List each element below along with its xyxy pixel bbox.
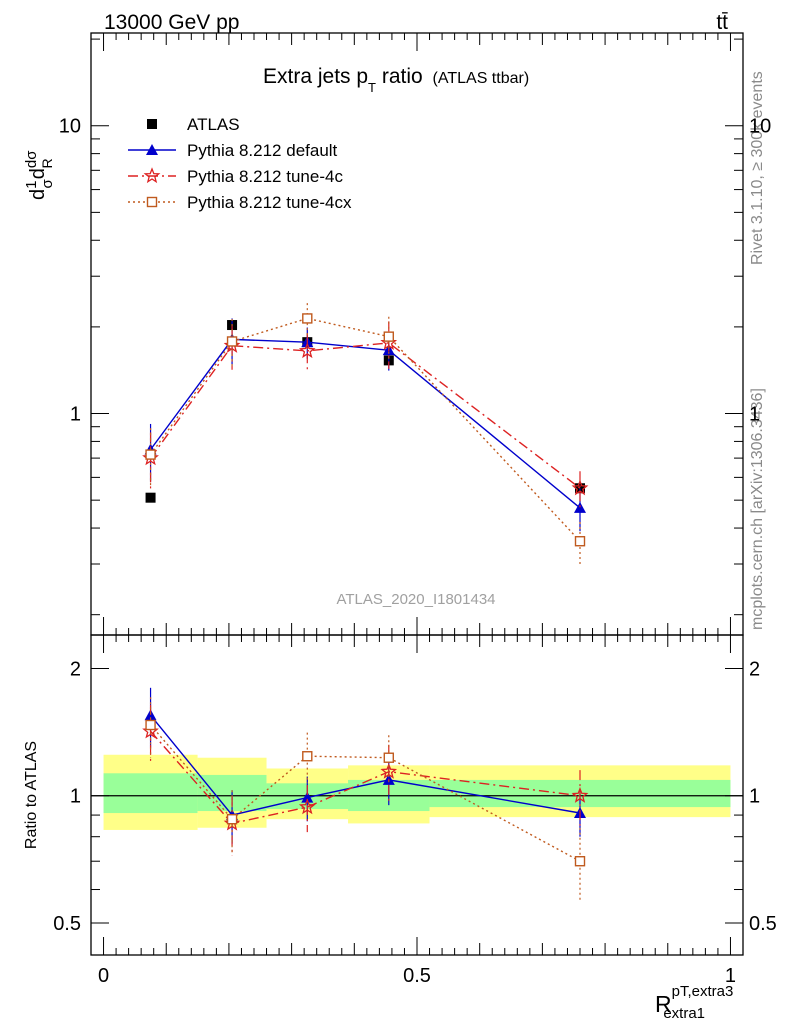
ratio-default-point <box>301 791 314 803</box>
default-point <box>574 501 586 513</box>
header-right: tt̄ <box>716 11 728 34</box>
tune4cx-point <box>145 449 156 460</box>
series-default <box>144 318 586 532</box>
ratio-tune4cx-point <box>383 752 394 763</box>
main-y-label: d1σddσR <box>23 150 56 200</box>
ratio-xtick-label: 0 <box>98 965 109 987</box>
chart-title-note: (ATLAS ttbar) <box>433 70 530 87</box>
legend-label-tune4cx: Pythia 8.212 tune-4cx <box>187 193 352 212</box>
legend-marker-atlas <box>147 119 157 129</box>
ratio-tune4cx-point <box>302 751 313 762</box>
watermark: ATLAS_2020_I1801434 <box>336 591 495 608</box>
chart-title-rest: ratio <box>376 65 423 88</box>
tune4c-line <box>150 342 581 489</box>
chart-title-main: Extra jets p <box>263 65 368 88</box>
atlas-point <box>145 492 156 503</box>
series-tune4c <box>142 321 589 508</box>
mcplots-label: mcplots.cern.ch [arXiv:1306.3436] <box>749 388 766 630</box>
ratio-xtick-label: 1 <box>725 965 736 987</box>
series-tune4cx <box>145 303 586 565</box>
chart-title: Extra jets pT ratio (ATLAS ttbar) <box>263 65 529 95</box>
tune4c-point <box>571 479 589 496</box>
tune4c-point <box>298 342 316 359</box>
main-ytick-label-right: 1 <box>749 404 760 426</box>
ratio-ytick-label: 0.5 <box>53 913 81 935</box>
main-ytick-label: 1 <box>70 404 81 426</box>
ratio-tune4cx-point <box>574 856 586 867</box>
ratio-y-label: Ratio to ATLAS <box>23 741 40 849</box>
rivet-label: Rivet 3.1.10, ≥ 300k events <box>749 71 766 265</box>
svg-text:d1σddσR: d1σddσR <box>23 150 56 200</box>
ratio-band-inner <box>103 773 198 814</box>
ratio-ytick-label-right: 0.5 <box>749 913 777 935</box>
ratio-tune4cx-line <box>150 724 581 862</box>
x-axis-label: RpT,extra3 extra1 <box>655 983 733 1022</box>
legend-marker-tune4c <box>143 167 161 184</box>
ratio-series-tune4cx <box>145 697 586 903</box>
ratio-tune4c-point <box>298 798 316 815</box>
header-left: 13000 GeV pp <box>104 11 239 34</box>
ratio-ytick-label-right: 1 <box>749 786 760 808</box>
legend-label-default: Pythia 8.212 default <box>187 141 338 160</box>
ratio-tune4cx-point <box>226 814 238 825</box>
chart-title-sub: T <box>368 80 376 95</box>
ratio-tune4c-line <box>150 730 581 825</box>
ratio-tune4c-point <box>571 786 589 803</box>
tune4cx-point <box>302 313 313 324</box>
ratio-ytick-label-right: 2 <box>749 658 760 680</box>
legend-label-tune4c: Pythia 8.212 tune-4c <box>187 167 343 186</box>
legend-item-tune4cx: Pythia 8.212 tune-4cx <box>128 193 352 212</box>
ratio-ytick-label: 2 <box>70 658 81 680</box>
tune4cx-point <box>574 536 586 547</box>
main-ytick-label: 10 <box>59 116 81 138</box>
legend-item-tune4c: Pythia 8.212 tune-4c <box>128 167 343 186</box>
legend-marker-tune4cx <box>146 196 158 208</box>
tune4cx-line <box>150 317 581 542</box>
ratio-ytick-label: 1 <box>70 786 81 808</box>
tune4cx-point <box>226 336 238 347</box>
tune4cx-point <box>383 331 394 342</box>
main-ytick-label-right: 10 <box>749 116 771 138</box>
legend-marker-default <box>146 144 158 155</box>
ratio-tune4c-point <box>380 762 398 779</box>
ratio-tune4cx-point <box>145 719 156 731</box>
legend-label-atlas: ATLAS <box>187 115 240 134</box>
legend-item-atlas: ATLAS <box>147 115 240 134</box>
ratio-xtick-label: 0.5 <box>403 965 431 987</box>
legend-item-default: Pythia 8.212 default <box>128 141 338 160</box>
